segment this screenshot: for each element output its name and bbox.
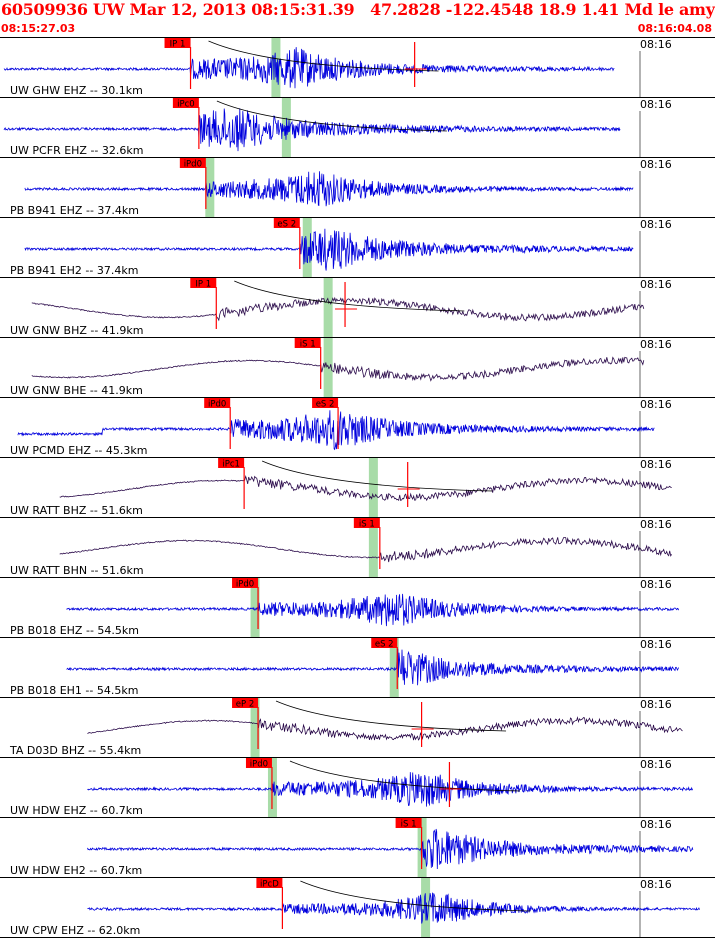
pick-label: eS 2: [316, 400, 335, 410]
minute-tick-label: 08:16: [640, 98, 672, 111]
coda-decay-curve: [208, 40, 439, 72]
minute-tick-label: 08:16: [640, 398, 672, 411]
waveform-trace: [87, 828, 694, 870]
seismogram-plot: 08:16 IP 1 UW GHW EHZ -- 30.1km 08:16 iPc0 UW…: [0, 37, 715, 938]
pick-label-box: [256, 878, 283, 888]
waveform-trace: [87, 772, 693, 807]
station-label: UW CPW EHZ -- 62.0km: [10, 924, 140, 937]
waveform-trace: [66, 593, 679, 627]
station-label: UW GNW BHZ -- 41.9km: [10, 324, 143, 337]
pick-label: iS 1: [359, 520, 375, 530]
minute-tick-label: 08:16: [640, 518, 672, 531]
pick-band: [250, 578, 260, 637]
station-label: UW HDW EH2 -- 60.7km: [10, 864, 142, 877]
minute-tick-label: 08:16: [640, 458, 672, 471]
waveform-trace: [24, 228, 634, 271]
pick-band: [302, 218, 312, 277]
pick-band: [250, 698, 260, 757]
minute-tick-label: 08:16: [640, 218, 672, 231]
waveform-trace: [87, 716, 683, 741]
pick-label-box: [371, 638, 398, 648]
pick-label: IP 1: [170, 40, 186, 50]
station-label: PB B018 EH1 -- 54.5km: [10, 684, 138, 697]
station-label: UW RATT BHZ -- 51.6km: [10, 504, 143, 517]
station-label: PB B018 EHZ -- 54.5km: [10, 624, 139, 637]
minute-tick-label: 08:16: [640, 338, 672, 351]
pick-label-box: [218, 458, 245, 468]
event-header-title: 60509936 UW Mar 12, 2013 08:15:31.39 47.…: [1, 0, 715, 19]
pick-label-box: [164, 38, 191, 48]
pick-label-box: [204, 398, 231, 408]
minute-tick-label: 08:16: [640, 638, 672, 651]
pick-band: [368, 518, 378, 577]
waveform-trace: [3, 108, 621, 152]
pick-label-box: [245, 758, 272, 768]
waveform-trace: [3, 47, 615, 89]
pick-label-box: [172, 98, 199, 108]
coda-decay-curve: [261, 460, 493, 492]
coda-decay-curve: [234, 280, 465, 312]
pick-band: [368, 458, 378, 517]
minute-tick-label: 08:16: [640, 578, 672, 591]
pick-label: iS 1: [401, 820, 417, 830]
minute-tick-label: 08:16: [640, 698, 672, 711]
waveform-trace: [31, 356, 645, 382]
minute-tick-label: 08:16: [640, 278, 672, 291]
pick-label: iPd0: [184, 160, 202, 170]
end-time-label: 08:16:04.08: [637, 22, 712, 35]
station-label: TA D03D BHZ -- 55.4km: [9, 744, 141, 757]
coda-decay-curve: [289, 760, 520, 792]
pick-label: IP 1: [195, 280, 211, 290]
station-label: UW RATT BHN -- 51.6km: [10, 564, 144, 577]
pick-label: eS 2: [277, 220, 296, 230]
pick-label: iPd0: [236, 580, 254, 590]
pick-label: iPd0: [250, 760, 268, 770]
station-label: PB B941 EHZ -- 37.4km: [10, 204, 139, 217]
pick-label-box: [353, 518, 380, 528]
coda-decay-curve: [300, 880, 531, 912]
waveform-trace: [31, 296, 645, 322]
pick-label-box: [232, 578, 259, 588]
station-label: UW HDW EHZ -- 60.7km: [10, 804, 143, 817]
start-time-label: 08:15:27.03: [1, 22, 76, 35]
waveform-trace: [87, 892, 700, 924]
coda-decay-curve: [275, 700, 507, 732]
coda-decay-curve: [216, 100, 447, 132]
pick-label: iPc0: [177, 100, 195, 110]
pick-label: iPd0: [208, 400, 226, 410]
waveform-trace: [59, 474, 672, 502]
station-label: UW GHW EHZ -- 30.1km: [10, 84, 143, 97]
waveform-trace: [24, 171, 634, 207]
minute-tick-label: 08:16: [640, 878, 672, 891]
pick-label-box: [190, 278, 217, 288]
pick-label-box: [273, 218, 300, 228]
pick-band: [323, 278, 333, 337]
pick-label: eS 2: [375, 640, 394, 650]
waveform-trace: [59, 536, 673, 563]
waveform-trace: [66, 648, 679, 686]
pick-label-box: [179, 158, 206, 168]
station-label: UW PCMD EHZ -- 45.3km: [10, 444, 147, 457]
minute-tick-label: 08:16: [640, 758, 672, 771]
station-label: UW PCFR EHZ -- 32.6km: [10, 144, 143, 157]
pick-label: iPc1: [222, 460, 240, 470]
minute-tick-label: 08:16: [640, 818, 672, 831]
station-label: PB B941 EH2 -- 37.4km: [10, 264, 138, 277]
pick-band: [389, 638, 399, 697]
station-label: UW GNW BHE -- 41.9km: [10, 384, 143, 397]
pick-label-box: [232, 698, 259, 708]
pick-label: iPcD: [260, 880, 279, 890]
pick-label-box: [395, 818, 422, 828]
waveform-trace: [17, 410, 655, 451]
minute-tick-label: 08:16: [640, 158, 672, 171]
pick-label-box: [312, 398, 339, 408]
pick-label: iS 1: [300, 340, 316, 350]
pick-label-box: [294, 338, 321, 348]
pick-label: eP 2: [236, 700, 254, 710]
minute-tick-label: 08:16: [640, 38, 672, 51]
